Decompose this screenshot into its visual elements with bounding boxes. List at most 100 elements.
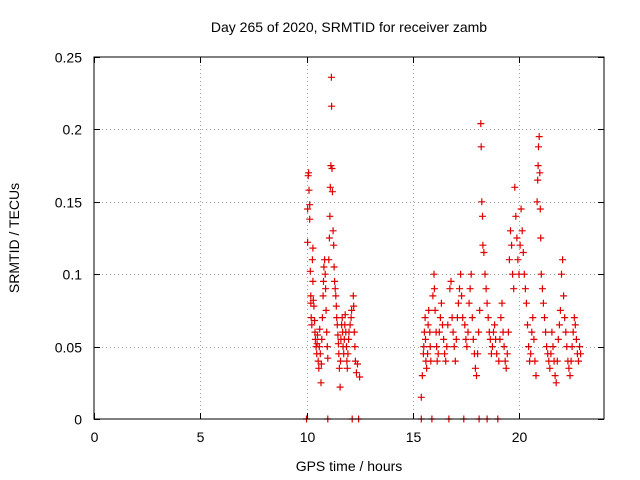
data-point [559,256,567,264]
data-point [473,372,480,380]
data-point [522,299,530,307]
data-point [330,263,338,271]
data-point [443,343,451,351]
data-point [562,328,570,336]
data-point [466,285,474,293]
data-point [507,227,514,235]
data-point [334,340,342,348]
data-point [424,350,432,358]
data-point [498,299,506,307]
data-point [320,263,328,271]
y-tick-label: 0 [74,412,82,428]
data-point [477,143,485,151]
data-point [316,325,324,333]
data-point [547,350,555,358]
data-point [426,343,434,351]
data-point [351,343,359,351]
data-point [531,357,539,365]
data-point [478,198,486,206]
data-point [305,186,313,194]
data-point [576,343,584,351]
data-point [423,364,431,372]
data-point [356,373,364,381]
data-point [556,306,564,314]
data-point [341,311,349,319]
data-point [343,364,351,372]
y-tick-label: 0.2 [63,122,83,138]
data-point [350,302,358,310]
data-point [525,343,533,351]
data-point [464,328,472,336]
data-point [461,321,469,329]
data-point [417,393,425,401]
data-point [354,360,361,368]
data-point [551,372,559,380]
data-point [509,270,517,278]
data-point [304,238,312,246]
data-point [343,357,351,365]
data-point [508,241,516,249]
data-point [306,267,314,275]
data-point [326,212,334,220]
data-point [434,350,442,358]
data-point [308,321,316,329]
data-point [546,364,554,372]
data-point [435,328,443,336]
data-points [303,73,585,423]
data-point [450,343,458,351]
data-point [323,328,331,336]
data-point [352,369,360,377]
data-point [575,357,582,365]
y-axis-ticks: 0 0.05 0.1 0.15 0.2 0.25 [55,50,604,428]
data-point [480,249,488,256]
y-tick-label: 0.05 [55,340,82,356]
data-point [316,350,324,358]
data-point [527,350,535,358]
data-point [321,270,329,278]
data-point [332,292,340,300]
y-tick-label: 0.1 [63,267,83,283]
data-point [497,314,505,322]
data-point [543,343,551,351]
data-point [330,241,338,249]
data-point [539,299,547,307]
data-point [542,328,550,336]
data-point [569,328,577,336]
data-point [433,343,441,351]
data-point [572,335,580,343]
data-point [318,335,326,343]
data-point [452,335,460,343]
data-point [332,302,340,310]
data-point [327,73,335,81]
data-point [311,335,319,343]
data-point [476,306,484,314]
data-point [529,314,537,322]
data-point [541,314,548,322]
data-point [467,270,475,278]
data-point [463,343,471,351]
data-point [349,292,357,300]
data-point [560,292,568,300]
data-point [309,277,317,285]
data-point [451,357,459,365]
data-point [336,383,344,391]
data-point [446,285,454,293]
x-tick-label: 10 [300,429,316,445]
data-point [502,364,510,372]
data-point [459,314,467,322]
data-point [425,306,433,314]
data-point [537,234,545,242]
data-point [315,343,323,351]
data-point [315,364,323,372]
data-point [307,292,315,300]
data-point [521,285,529,293]
data-point [519,249,527,256]
data-point [530,335,538,343]
data-point [537,270,545,278]
data-point [496,335,504,343]
data-point [536,205,544,213]
x-tick-label: 5 [197,429,205,445]
data-point [325,234,333,242]
x-axis-label: GPS time / hours [296,458,403,474]
data-point [429,292,437,300]
